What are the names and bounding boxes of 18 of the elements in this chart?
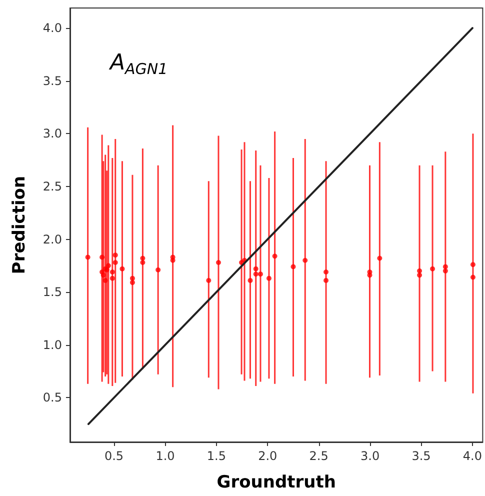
- y-tick-label: 1.0: [42, 338, 62, 352]
- x-tick-label: 1.0: [156, 449, 175, 463]
- x-axis-title: Groundtruth: [216, 472, 336, 492]
- x-tick-label: 0.5: [104, 449, 124, 463]
- y-axis-title: Prediction: [10, 176, 30, 274]
- x-tick-label: 2.0: [258, 449, 278, 463]
- y-tick-label: 2.5: [42, 179, 62, 194]
- x-tick-label: 2.5: [309, 449, 328, 463]
- y-tick-label: 3.0: [42, 126, 62, 141]
- x-tick-label: 3.5: [412, 449, 431, 463]
- y-tick-label: 2.0: [42, 232, 62, 246]
- y-tick-label: 3.5: [42, 74, 62, 88]
- y-tick-label: 0.5: [42, 390, 62, 405]
- x-tick-label: 1.5: [206, 449, 226, 463]
- x-tick-label: 3.0: [360, 449, 380, 463]
- y-tick-label: 1.5: [42, 285, 62, 300]
- x-tick-label: 4.0: [462, 449, 482, 463]
- y-tick-label: 4.0: [42, 21, 62, 36]
